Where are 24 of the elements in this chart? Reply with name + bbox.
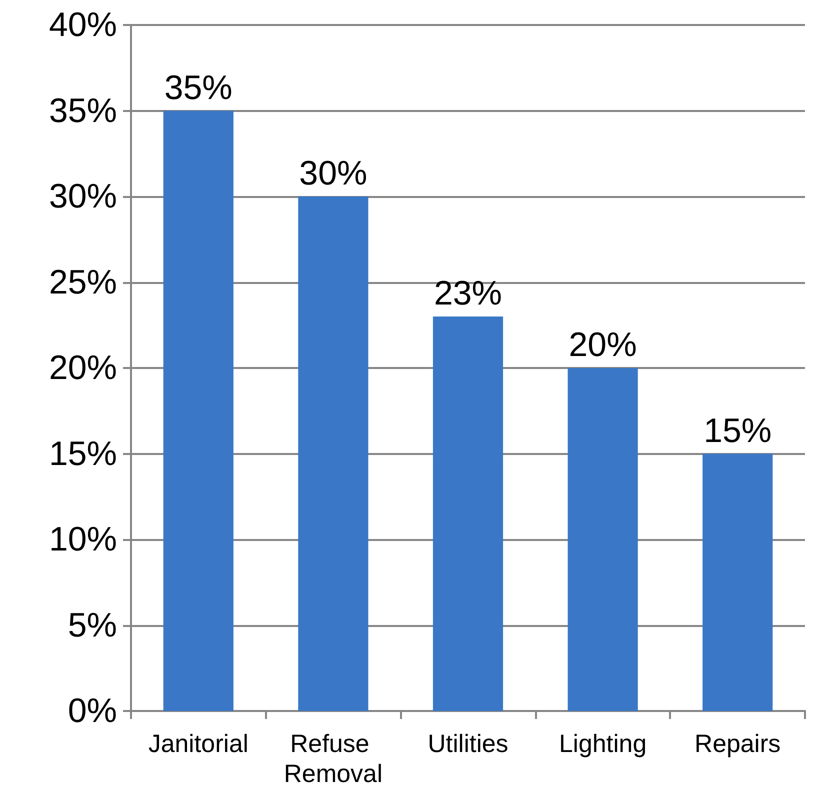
x-tick-label: Repairs [694, 730, 781, 758]
x-tick-label: Utilities [428, 730, 508, 758]
bar [163, 110, 234, 711]
bar [702, 454, 773, 711]
y-tick-label: 5% [68, 606, 117, 644]
x-tick-label: Janitorial [148, 730, 248, 758]
y-tick-label: 40% [48, 6, 117, 44]
y-tick-label: 25% [48, 263, 117, 302]
x-tick-label: Refuse Removal [284, 730, 383, 788]
bar [298, 196, 368, 711]
data-label: 35% [164, 68, 232, 107]
data-label: 20% [568, 326, 637, 364]
data-label: 30% [299, 154, 368, 192]
y-tick-label: 30% [48, 178, 117, 216]
y-tick-label: 0% [68, 692, 117, 730]
bar [432, 316, 504, 711]
y-tick-label: 10% [48, 520, 117, 558]
data-label: 15% [704, 412, 772, 450]
x-tick-label: Lighting [559, 730, 647, 758]
y-tick-label: 35% [48, 92, 117, 130]
bar [568, 368, 638, 711]
y-tick-label: 15% [48, 434, 117, 473]
y-tick-label: 20% [48, 349, 117, 387]
data-label: 23% [434, 274, 502, 313]
